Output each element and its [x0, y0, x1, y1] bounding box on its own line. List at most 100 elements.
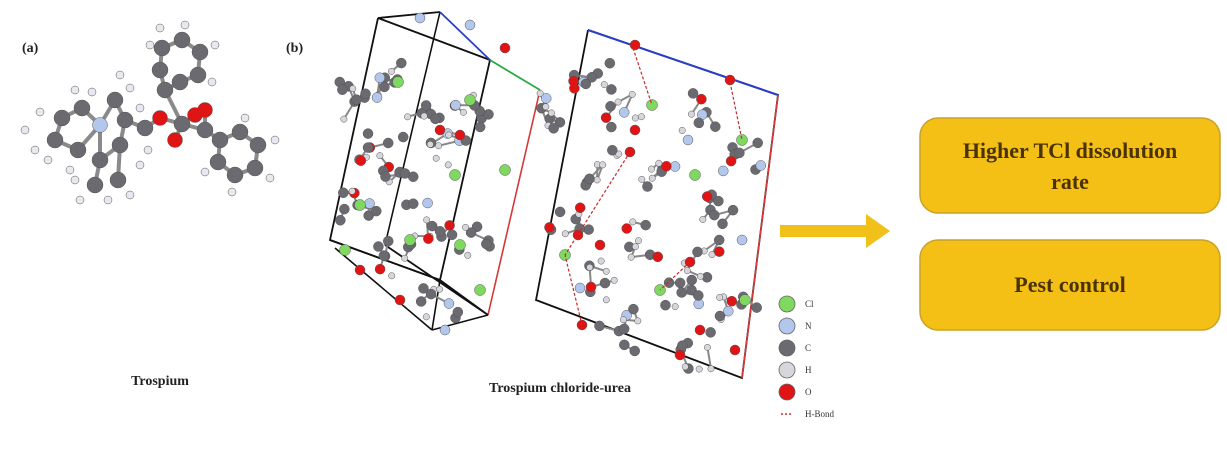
carbon-atom: [607, 145, 617, 155]
oxygen-atom: [544, 222, 554, 232]
carbon-atom: [110, 172, 126, 188]
hydrogen-atom: [377, 152, 383, 158]
carbon-atom: [710, 122, 720, 132]
cell-edge-blue: [440, 12, 490, 60]
carbon-atom: [734, 148, 744, 158]
hydrogen-atom: [638, 114, 644, 120]
cell-edge-green: [490, 60, 540, 90]
hydrogen-atom: [601, 81, 607, 87]
cell-edge-red-2: [742, 95, 778, 378]
oxygen-atom: [198, 103, 213, 118]
carbon-atom: [400, 168, 410, 178]
carbon-atom: [677, 341, 687, 351]
chlorine-atom: [340, 245, 351, 256]
cell-edge-blue-2: [588, 30, 778, 95]
carbon-atom: [752, 303, 762, 313]
carbon-atom: [594, 321, 604, 331]
hydrogen-bond: [730, 82, 742, 140]
nitrogen-atom: [737, 235, 747, 245]
carbon-atom: [630, 346, 640, 356]
carbon-atom: [555, 207, 565, 217]
carbon-atom: [628, 304, 638, 314]
legend-swatch-n: [779, 318, 795, 334]
oxygen-atom: [395, 295, 405, 305]
hydrogen-bond: [633, 48, 652, 105]
carbon-atom: [373, 242, 383, 252]
carbon-atom: [606, 101, 616, 111]
carbon-atom: [619, 324, 629, 334]
hydrogen-atom: [228, 188, 236, 196]
carbon-atom: [675, 278, 685, 288]
cell-edge-top: [378, 12, 440, 18]
hydrogen-atom: [704, 344, 710, 350]
hydrogen-atom: [433, 155, 439, 161]
oxygen-atom: [695, 325, 705, 335]
hydrogen-atom: [126, 84, 134, 92]
hydrogen-atom: [181, 21, 189, 29]
carbon-atom: [396, 58, 406, 68]
carbon-atom: [250, 137, 266, 153]
chlorine-atom: [690, 170, 701, 181]
chlorine-atom: [455, 240, 466, 251]
carbon-atom: [447, 230, 457, 240]
carbon-atom: [688, 88, 698, 98]
hydrogen-atom: [71, 86, 79, 94]
hydrogen-atom: [388, 273, 394, 279]
outcome-1-line-1: Higher TCl dissolution: [963, 138, 1177, 163]
carbon-atom: [227, 167, 243, 183]
nitrogen-atom: [372, 93, 382, 103]
hydrogen-atom: [679, 127, 685, 133]
carbon-atom: [718, 219, 728, 229]
hydrogen-atom: [611, 277, 617, 283]
hydrogen-atom: [656, 160, 662, 166]
hydrogen-atom: [632, 243, 638, 249]
hydrogen-atom: [31, 146, 39, 154]
carbon-atom: [430, 114, 440, 124]
legend-swatch-o: [779, 384, 795, 400]
carbon-atom: [197, 122, 213, 138]
atoms-view-2: [537, 40, 766, 374]
hydrogen-atom: [603, 297, 609, 303]
oxygen-atom: [661, 161, 671, 171]
carbon-atom: [157, 82, 173, 98]
hydrogen-atom: [688, 111, 694, 117]
carbon-atom: [379, 251, 389, 261]
carbon-atom: [107, 92, 123, 108]
oxygen-atom: [168, 133, 183, 148]
chlorine-atom: [465, 95, 476, 106]
panel-a-caption: Trospium: [131, 374, 189, 389]
carbon-atom: [606, 84, 616, 94]
carbon-atom: [408, 199, 418, 209]
carbon-atom: [421, 100, 431, 110]
carbon-atom: [709, 210, 719, 220]
hydrogen-atom: [421, 113, 427, 119]
hydrogen-atom: [594, 177, 600, 183]
carbon-atom: [363, 143, 373, 153]
nitrogen-atom: [93, 118, 108, 133]
carbon-atom: [714, 235, 724, 245]
oxygen-atom: [714, 247, 724, 257]
hydrogen-atom: [423, 314, 429, 320]
oxygen-atom: [601, 113, 611, 123]
hydrogen-atom: [401, 255, 407, 261]
nitrogen-atom: [619, 107, 629, 117]
oxygen-atom: [726, 156, 736, 166]
nitrogen-atom: [444, 299, 454, 309]
hydrogen-atom: [648, 166, 654, 172]
legend-label: N: [805, 321, 812, 331]
nitrogen-atom: [451, 100, 461, 110]
arrow-icon: [780, 214, 890, 248]
carbon-atom: [190, 67, 206, 83]
legend-swatch-h: [779, 362, 795, 378]
carbon-atom: [192, 44, 208, 60]
hydrogen-atom: [615, 99, 621, 105]
oxygen-atom: [595, 240, 605, 250]
carbon-atom: [715, 311, 725, 321]
hydrogen-atom: [603, 268, 609, 274]
oxygen-atom: [675, 350, 685, 360]
carbon-atom: [210, 154, 226, 170]
hydrogen-atom: [649, 175, 655, 181]
hydrogen-atom: [708, 366, 714, 372]
hydrogen-atom: [116, 71, 124, 79]
